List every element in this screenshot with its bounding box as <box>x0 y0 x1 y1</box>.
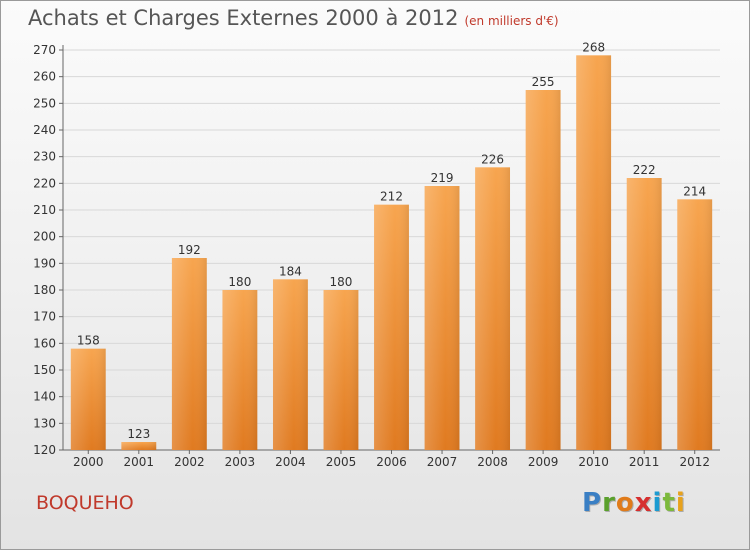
y-tick-label: 210 <box>33 203 56 217</box>
value-label-2006: 212 <box>380 190 403 204</box>
y-tick-label: 220 <box>33 176 56 190</box>
x-tick-label-2009: 2009 <box>528 455 559 469</box>
chart-title: Achats et Charges Externes 2000 à 2012 (e… <box>28 6 559 30</box>
value-label-2008: 226 <box>481 152 504 166</box>
axes: 120 130 140 150 160 170 180 190 200 210 220 230 240 2… <box>33 43 720 469</box>
y-tick-label: 160 <box>33 336 56 350</box>
brand-letter: r <box>602 488 616 518</box>
chart-title-text: Achats et Charges Externes 2000 à 2012 <box>28 6 459 30</box>
x-tick-label-2008: 2008 <box>477 455 508 469</box>
y-tick-label: 240 <box>33 123 56 137</box>
y-tick-label: 230 <box>33 150 56 164</box>
bar-shade-2002 <box>171 258 207 450</box>
value-label-2005: 180 <box>330 275 353 289</box>
bar-shade-2008 <box>475 167 511 451</box>
x-tick-label-2000: 2000 <box>73 455 104 469</box>
x-tick-label-2005: 2005 <box>326 455 357 469</box>
y-tick-label: 120 <box>33 443 56 457</box>
y-tick-label: 130 <box>33 416 56 430</box>
x-tick-label-2001: 2001 <box>124 455 155 469</box>
x-tick-label-2012: 2012 <box>679 455 710 469</box>
bar-shade-2005 <box>323 290 359 450</box>
bar-shade-2001 <box>121 442 157 450</box>
x-tick-label-2002: 2002 <box>174 455 205 469</box>
value-label-2011: 222 <box>633 163 656 177</box>
value-label-2010: 268 <box>582 40 605 54</box>
value-label-2000: 158 <box>77 334 100 348</box>
bar-shade-2011 <box>626 178 662 450</box>
brand-letter: t <box>662 488 676 518</box>
brand-letter: i <box>675 488 686 518</box>
brand-letter: o <box>615 488 635 518</box>
x-tick-label-2010: 2010 <box>578 455 609 469</box>
bar-shade-2012 <box>677 199 713 450</box>
bar-shade-2007 <box>424 186 460 450</box>
x-tick-label-2011: 2011 <box>629 455 660 469</box>
x-tick-label-2004: 2004 <box>275 455 306 469</box>
x-tick-label-2007: 2007 <box>427 455 458 469</box>
bars <box>70 55 713 451</box>
value-label-2007: 219 <box>431 171 454 185</box>
y-tick-label: 270 <box>33 43 56 57</box>
bar-shade-2010 <box>576 55 612 450</box>
value-label-2001: 123 <box>127 427 150 441</box>
bar-shade-2009 <box>525 90 561 450</box>
brand-logo: Proxiti <box>582 488 686 518</box>
y-tick-label: 250 <box>33 96 56 110</box>
bar-shade-2003 <box>222 290 258 450</box>
x-tick-label-2003: 2003 <box>225 455 256 469</box>
value-label-2009: 255 <box>532 75 555 89</box>
y-tick-label: 150 <box>33 363 56 377</box>
y-tick-label: 190 <box>33 256 56 270</box>
bar-shade-2004 <box>272 279 308 450</box>
y-tick-label: 170 <box>33 310 56 324</box>
value-label-2003: 180 <box>228 275 251 289</box>
data-labels: 158 123 192 180 184 180 212 219 226 255 268 222 214 <box>77 40 706 441</box>
brand-letter: x <box>634 488 653 518</box>
chart-unit: (en milliers d'€) <box>464 14 559 28</box>
y-tick-label: 180 <box>33 283 56 297</box>
location-label: BOQUEHO <box>36 492 134 514</box>
brand-letter: P <box>582 488 603 518</box>
value-label-2002: 192 <box>178 243 201 257</box>
y-tick-label: 200 <box>33 230 56 244</box>
y-tick-label: 140 <box>33 390 56 404</box>
value-label-2012: 214 <box>683 184 706 198</box>
bar-shade-2000 <box>70 348 106 450</box>
x-tick-label-2006: 2006 <box>376 455 407 469</box>
y-tick-label: 260 <box>33 70 56 84</box>
value-label-2004: 184 <box>279 264 302 278</box>
brand-letter: i <box>652 488 663 518</box>
bar-shade-2006 <box>374 204 409 450</box>
